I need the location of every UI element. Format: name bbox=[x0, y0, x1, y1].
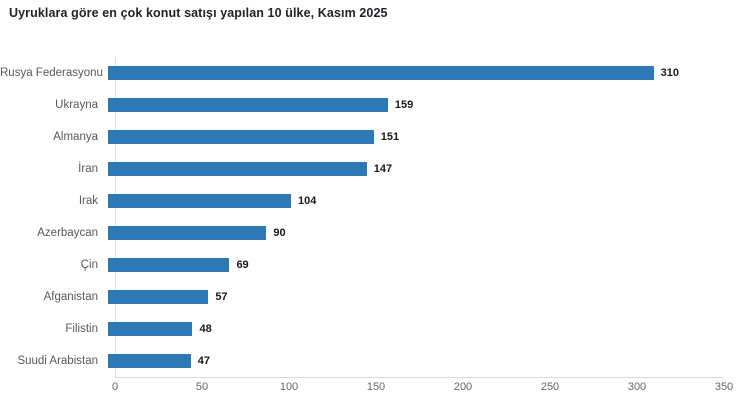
value-label: 147 bbox=[373, 163, 393, 175]
x-axis-ticks: 0 50 100 150 200 250 300 350 bbox=[111, 381, 733, 395]
category-label: Azerbaycan bbox=[37, 227, 98, 239]
bar-track: 48 bbox=[108, 322, 724, 336]
bar-track: 90 bbox=[108, 226, 724, 240]
bar-chart-plot-area: Rusya Federasyonu 310 Ukrayna 159 Almanya 151… bbox=[0, 57, 724, 377]
category-label: Ukrayna bbox=[55, 99, 98, 111]
bar-row: Suudi Arabistan 47 bbox=[0, 345, 724, 377]
bar bbox=[108, 130, 374, 144]
value-label: 151 bbox=[380, 131, 400, 143]
x-axis-line bbox=[115, 377, 724, 378]
bar bbox=[108, 226, 267, 240]
bar-track: 147 bbox=[108, 162, 724, 176]
bar-row: Ukrayna 159 bbox=[0, 89, 724, 121]
x-axis-tick-label: 300 bbox=[627, 381, 647, 393]
x-axis-tick-label: 50 bbox=[195, 381, 209, 393]
bar-row: Filistin 48 bbox=[0, 313, 724, 345]
value-label: 47 bbox=[197, 355, 210, 367]
value-label: 57 bbox=[215, 291, 228, 303]
x-axis-tick-label: 200 bbox=[453, 381, 473, 393]
chart-title: Uyruklara göre en çok konut satışı yapıl… bbox=[9, 6, 388, 20]
bar-row: Afganistan 57 bbox=[0, 281, 724, 313]
bar bbox=[108, 354, 191, 368]
category-label: Filistin bbox=[65, 323, 98, 335]
bar-row: Çin 69 bbox=[0, 249, 724, 281]
category-label: Afganistan bbox=[43, 291, 98, 303]
category-label: Rusya Federasyonu bbox=[0, 67, 103, 79]
bar-row: Irak 104 bbox=[0, 185, 724, 217]
x-axis-tick-label: 250 bbox=[540, 381, 560, 393]
bar bbox=[108, 98, 388, 112]
value-label: 90 bbox=[273, 227, 286, 239]
x-axis-tick-label: 100 bbox=[279, 381, 299, 393]
bar-track: 47 bbox=[108, 354, 724, 368]
bar-row: Rusya Federasyonu 310 bbox=[0, 57, 724, 89]
bar-track: 151 bbox=[108, 130, 724, 144]
bar bbox=[108, 194, 292, 208]
value-label: 104 bbox=[298, 195, 317, 207]
bar bbox=[108, 258, 230, 272]
bar-track: 57 bbox=[108, 290, 724, 304]
x-axis-tick-label: 150 bbox=[366, 381, 386, 393]
x-axis-tick-label: 350 bbox=[714, 381, 734, 393]
bar-track: 159 bbox=[108, 98, 724, 112]
value-label: 159 bbox=[394, 99, 414, 111]
bar-row: Almanya 151 bbox=[0, 121, 724, 153]
x-axis-tick-label: 0 bbox=[111, 381, 119, 393]
value-label: 69 bbox=[236, 259, 249, 271]
category-label: Suudi Arabistan bbox=[17, 355, 98, 367]
bar-track: 310 bbox=[108, 66, 724, 80]
value-label: 48 bbox=[199, 323, 212, 335]
bar bbox=[108, 162, 367, 176]
bar bbox=[108, 66, 654, 80]
category-label: İran bbox=[78, 163, 98, 175]
value-label: 310 bbox=[660, 67, 679, 79]
category-label: Almanya bbox=[53, 131, 98, 143]
bar bbox=[108, 322, 193, 336]
bar-track: 104 bbox=[108, 194, 724, 208]
y-axis-line bbox=[115, 57, 116, 377]
bar-row: Azerbaycan 90 bbox=[0, 217, 724, 249]
bar-track: 69 bbox=[108, 258, 724, 272]
category-label: Irak bbox=[78, 195, 98, 207]
category-label: Çin bbox=[80, 259, 98, 271]
bar bbox=[108, 290, 209, 304]
bar-row: İran 147 bbox=[0, 153, 724, 185]
